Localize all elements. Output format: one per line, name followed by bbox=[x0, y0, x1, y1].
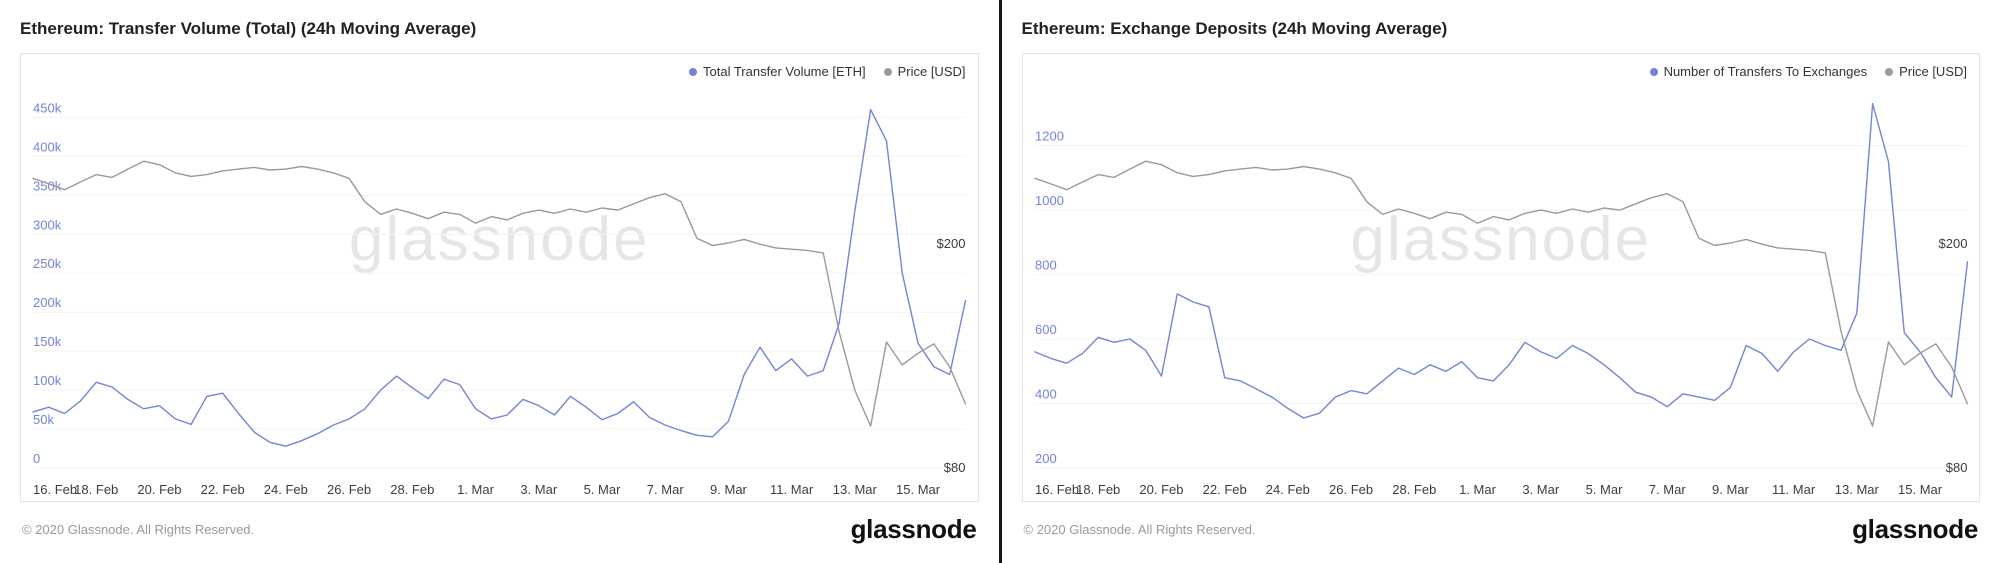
legend-item-price[interactable]: Price [USD] bbox=[1885, 64, 1967, 79]
chart-legend: Number of Transfers To Exchanges Price [… bbox=[1649, 64, 1967, 79]
legend-label: Total Transfer Volume [ETH] bbox=[703, 64, 866, 79]
panel-transfer-volume: Ethereum: Transfer Volume (Total) (24h M… bbox=[0, 0, 999, 563]
svg-text:1. Mar: 1. Mar bbox=[457, 482, 495, 497]
legend-item-deposits[interactable]: Number of Transfers To Exchanges bbox=[1649, 64, 1868, 79]
legend-dot-blue-icon bbox=[1649, 67, 1658, 76]
svg-text:50k: 50k bbox=[33, 412, 54, 427]
svg-text:400k: 400k bbox=[33, 139, 62, 154]
svg-text:300k: 300k bbox=[33, 217, 62, 232]
svg-text:28. Feb: 28. Feb bbox=[390, 482, 434, 497]
svg-text:20. Feb: 20. Feb bbox=[1139, 482, 1183, 497]
svg-text:1200: 1200 bbox=[1035, 129, 1064, 144]
svg-text:7. Mar: 7. Mar bbox=[647, 482, 685, 497]
svg-text:1000: 1000 bbox=[1035, 193, 1064, 208]
svg-text:22. Feb: 22. Feb bbox=[1202, 482, 1246, 497]
svg-text:400: 400 bbox=[1035, 387, 1057, 402]
panel-footer: © 2020 Glassnode. All Rights Reserved. g… bbox=[20, 502, 979, 545]
svg-text:24. Feb: 24. Feb bbox=[264, 482, 308, 497]
svg-text:13. Mar: 13. Mar bbox=[833, 482, 878, 497]
chart-container: glassnode Number of Transfers To Exchang… bbox=[1021, 53, 1980, 502]
svg-text:20. Feb: 20. Feb bbox=[137, 482, 181, 497]
legend-dot-gray-icon bbox=[1885, 67, 1894, 76]
chart-container: glassnode Total Transfer Volume [ETH] Pr… bbox=[20, 53, 979, 502]
chart-title: Ethereum: Exchange Deposits (24h Moving … bbox=[1021, 19, 1448, 38]
svg-text:13. Mar: 13. Mar bbox=[1834, 482, 1879, 497]
svg-text:26. Feb: 26. Feb bbox=[327, 482, 371, 497]
svg-text:18. Feb: 18. Feb bbox=[1076, 482, 1120, 497]
legend-dot-blue-icon bbox=[689, 67, 698, 76]
svg-text:800: 800 bbox=[1035, 258, 1057, 273]
svg-text:$200: $200 bbox=[937, 236, 966, 251]
svg-text:9. Mar: 9. Mar bbox=[1712, 482, 1750, 497]
copyright-text: © 2020 Glassnode. All Rights Reserved. bbox=[22, 522, 255, 537]
chart-title: Ethereum: Transfer Volume (Total) (24h M… bbox=[20, 19, 477, 38]
chart-canvas[interactable]: 0 50k 100k 150k 200k 250k 300k 350k 400k 450k $80 $… bbox=[21, 54, 978, 501]
copyright-text: © 2020 Glassnode. All Rights Reserved. bbox=[1023, 522, 1256, 537]
svg-text:16. Feb: 16. Feb bbox=[33, 482, 77, 497]
chart-legend: Total Transfer Volume [ETH] Price [USD] bbox=[689, 64, 966, 79]
svg-text:100k: 100k bbox=[33, 373, 62, 388]
svg-text:$80: $80 bbox=[944, 460, 966, 475]
svg-text:3. Mar: 3. Mar bbox=[1522, 482, 1560, 497]
svg-text:16. Feb: 16. Feb bbox=[1035, 482, 1079, 497]
svg-text:9. Mar: 9. Mar bbox=[710, 482, 748, 497]
legend-label: Number of Transfers To Exchanges bbox=[1663, 64, 1868, 79]
svg-text:28. Feb: 28. Feb bbox=[1392, 482, 1436, 497]
svg-text:450k: 450k bbox=[33, 100, 62, 115]
svg-text:22. Feb: 22. Feb bbox=[201, 482, 245, 497]
svg-text:11. Mar: 11. Mar bbox=[770, 482, 814, 497]
glassnode-logo: glassnode bbox=[1852, 514, 1978, 544]
svg-text:11. Mar: 11. Mar bbox=[1772, 482, 1816, 497]
svg-text:150k: 150k bbox=[33, 334, 62, 349]
svg-text:7. Mar: 7. Mar bbox=[1648, 482, 1686, 497]
legend-dot-gray-icon bbox=[883, 67, 892, 76]
svg-text:5. Mar: 5. Mar bbox=[1585, 482, 1623, 497]
svg-text:15. Mar: 15. Mar bbox=[896, 482, 941, 497]
svg-text:200: 200 bbox=[1035, 451, 1057, 466]
svg-text:250k: 250k bbox=[33, 256, 62, 271]
svg-text:350k: 350k bbox=[33, 178, 62, 193]
svg-text:26. Feb: 26. Feb bbox=[1329, 482, 1373, 497]
svg-text:0: 0 bbox=[33, 451, 40, 466]
svg-text:15. Mar: 15. Mar bbox=[1898, 482, 1943, 497]
svg-text:200k: 200k bbox=[33, 295, 62, 310]
glassnode-watermark: glassnode bbox=[348, 205, 650, 274]
svg-text:$200: $200 bbox=[1938, 236, 1967, 251]
svg-text:$80: $80 bbox=[1945, 460, 1967, 475]
svg-text:24. Feb: 24. Feb bbox=[1265, 482, 1309, 497]
panel-exchange-deposits: Ethereum: Exchange Deposits (24h Moving … bbox=[1002, 0, 2000, 563]
glassnode-logo: glassnode bbox=[850, 514, 977, 544]
svg-text:600: 600 bbox=[1035, 322, 1057, 337]
legend-label: Price [USD] bbox=[897, 64, 966, 79]
svg-text:18. Feb: 18. Feb bbox=[74, 482, 118, 497]
glassnode-watermark: glassnode bbox=[1350, 205, 1652, 274]
svg-text:1. Mar: 1. Mar bbox=[1459, 482, 1497, 497]
svg-text:3. Mar: 3. Mar bbox=[520, 482, 558, 497]
legend-item-volume[interactable]: Total Transfer Volume [ETH] bbox=[689, 64, 866, 79]
panel-divider bbox=[998, 0, 1002, 563]
legend-label: Price [USD] bbox=[1899, 64, 1967, 79]
panel-footer: © 2020 Glassnode. All Rights Reserved. g… bbox=[1022, 502, 1981, 545]
legend-item-price[interactable]: Price [USD] bbox=[883, 64, 966, 79]
svg-text:5. Mar: 5. Mar bbox=[584, 482, 622, 497]
